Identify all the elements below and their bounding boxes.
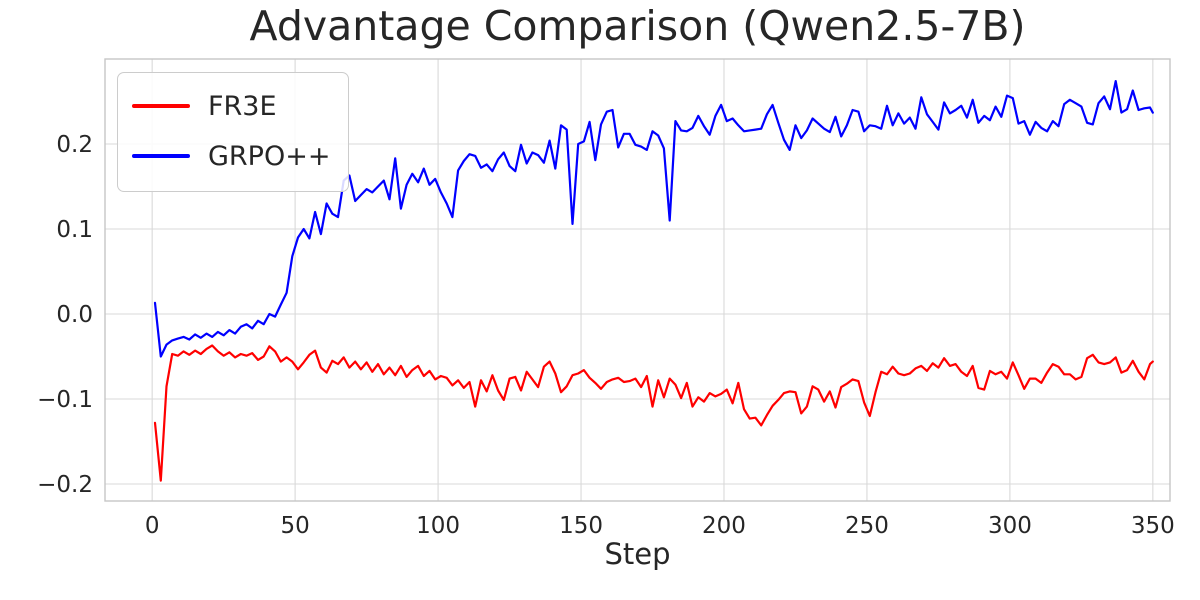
legend-label-fr3e: FR3E (208, 90, 277, 122)
x-tick-label: 50 (280, 513, 309, 539)
x-tick-label: 300 (988, 513, 1032, 539)
legend-line-sample-fr3e (132, 104, 190, 108)
x-tick-label: 0 (145, 513, 160, 539)
legend: FR3E GRPO++ (117, 72, 349, 192)
legend-item-grpo: GRPO++ (132, 131, 334, 181)
x-tick-label: 250 (845, 513, 889, 539)
line-series-fr3e (153, 344, 1154, 482)
y-tick-label: −0.2 (37, 472, 93, 498)
x-tick-label: 150 (559, 513, 603, 539)
y-tick-label: 0.1 (56, 217, 93, 243)
y-tick-label: 0.0 (56, 302, 93, 328)
x-tick-label: 350 (1131, 513, 1175, 539)
chart-title: Advantage Comparison (Qwen2.5-7B) (249, 2, 1026, 50)
legend-label-grpo: GRPO++ (208, 140, 331, 172)
line-series-grpo++ (153, 79, 1154, 358)
axes-spines (104, 58, 1171, 502)
y-tick-label: −0.1 (37, 387, 93, 413)
legend-item-fr3e: FR3E (132, 81, 334, 131)
x-tick-label: 100 (416, 513, 460, 539)
x-tick-label: 200 (702, 513, 746, 539)
legend-line-sample-grpo (132, 154, 190, 158)
y-tick-label: 0.2 (56, 132, 93, 158)
x-axis-label: Step (604, 537, 671, 571)
